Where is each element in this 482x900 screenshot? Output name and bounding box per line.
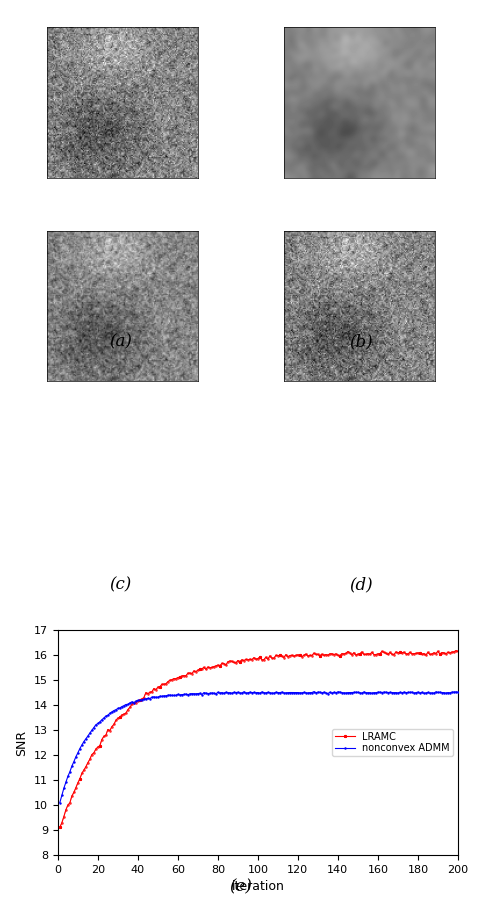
Y-axis label: SNR: SNR <box>15 729 28 756</box>
nonconvex ADMM <box>57 797 63 808</box>
Text: (e): (e) <box>229 878 253 895</box>
Text: (a): (a) <box>109 334 132 350</box>
Line: LRAMC: LRAMC <box>58 649 459 829</box>
LRAMC <box>435 646 441 657</box>
nonconvex ADMM <box>423 688 429 698</box>
LRAMC <box>73 782 79 793</box>
Legend: LRAMC, nonconvex ADMM: LRAMC, nonconvex ADMM <box>333 729 453 756</box>
nonconvex ADMM <box>131 698 137 708</box>
LRAMC <box>421 648 427 659</box>
LRAMC <box>57 822 63 832</box>
Text: (d): (d) <box>349 577 374 593</box>
nonconvex ADMM <box>437 687 443 698</box>
Text: (b): (b) <box>349 334 374 350</box>
nonconvex ADMM <box>163 690 169 701</box>
LRAMC <box>163 679 169 689</box>
LRAMC <box>131 698 137 708</box>
Text: (c): (c) <box>109 577 132 593</box>
LRAMC <box>81 765 87 776</box>
nonconvex ADMM <box>311 687 317 698</box>
nonconvex ADMM <box>455 687 461 698</box>
Line: nonconvex ADMM: nonconvex ADMM <box>59 690 459 804</box>
LRAMC <box>453 645 459 656</box>
LRAMC <box>455 646 461 657</box>
nonconvex ADMM <box>73 752 79 762</box>
nonconvex ADMM <box>81 736 87 747</box>
X-axis label: iteration: iteration <box>231 880 284 894</box>
